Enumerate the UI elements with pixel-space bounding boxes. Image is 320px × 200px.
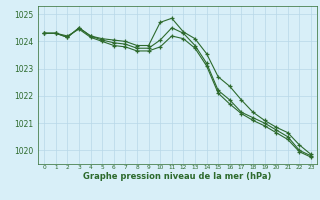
- X-axis label: Graphe pression niveau de la mer (hPa): Graphe pression niveau de la mer (hPa): [84, 172, 272, 181]
